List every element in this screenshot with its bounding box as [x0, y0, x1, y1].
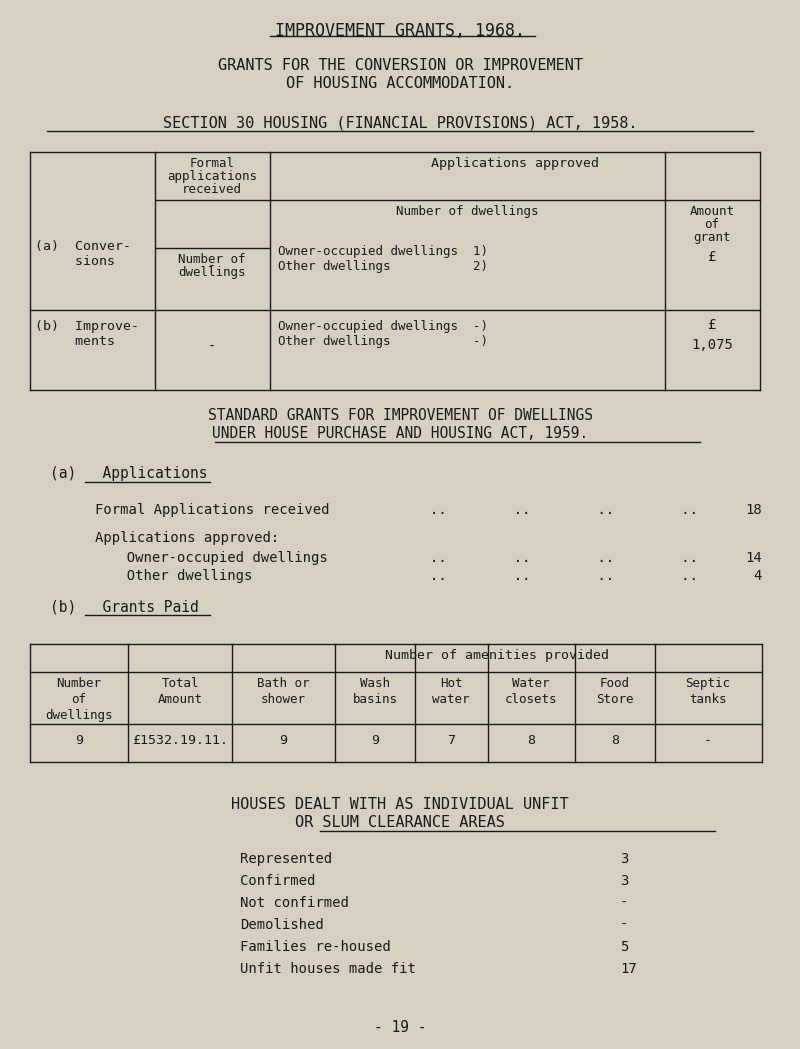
Text: Bath or: Bath or: [257, 677, 310, 690]
Text: Store: Store: [596, 693, 634, 706]
Text: closets: closets: [505, 693, 558, 706]
Text: GRANTS FOR THE CONVERSION OR IMPROVEMENT: GRANTS FOR THE CONVERSION OR IMPROVEMENT: [218, 58, 582, 73]
Text: 17: 17: [620, 962, 637, 976]
Text: Families re-housed: Families re-housed: [240, 940, 390, 954]
Text: 1,075: 1,075: [691, 338, 733, 352]
Text: -: -: [620, 918, 628, 932]
Text: dwellings: dwellings: [46, 709, 113, 722]
Text: Applications approved:: Applications approved:: [95, 531, 279, 545]
Text: ..        ..        ..        ..: .. .. .. ..: [430, 504, 698, 517]
Text: 14: 14: [746, 551, 762, 565]
Text: 18: 18: [746, 504, 762, 517]
Text: (b)   Grants Paid: (b) Grants Paid: [50, 599, 198, 614]
Text: shower: shower: [261, 693, 306, 706]
Text: -: -: [208, 340, 216, 354]
Text: Formal Applications received: Formal Applications received: [95, 504, 330, 517]
Text: HOUSES DEALT WITH AS INDIVIDUAL UNFIT: HOUSES DEALT WITH AS INDIVIDUAL UNFIT: [231, 797, 569, 812]
Text: 4: 4: [754, 569, 762, 583]
Text: Owner-occupied dwellings  1): Owner-occupied dwellings 1): [278, 245, 488, 258]
Text: IMPROVEMENT GRANTS, 1968.: IMPROVEMENT GRANTS, 1968.: [275, 22, 525, 40]
Text: STANDARD GRANTS FOR IMPROVEMENT OF DWELLINGS: STANDARD GRANTS FOR IMPROVEMENT OF DWELL…: [207, 408, 593, 423]
Text: grant: grant: [694, 231, 730, 244]
Text: received: received: [182, 183, 242, 196]
Text: (a)  Conver-: (a) Conver-: [35, 240, 131, 253]
Text: 8: 8: [527, 734, 535, 747]
Text: £1532.19.11.: £1532.19.11.: [132, 734, 228, 747]
Text: Demolished: Demolished: [240, 918, 324, 932]
Text: (a)   Applications: (a) Applications: [50, 466, 207, 481]
Text: SECTION 30 HOUSING (FINANCIAL PROVISIONS) ACT, 1958.: SECTION 30 HOUSING (FINANCIAL PROVISIONS…: [162, 115, 638, 130]
Text: Total: Total: [162, 677, 198, 690]
Text: Other dwellings           2): Other dwellings 2): [278, 260, 488, 273]
Text: applications: applications: [167, 170, 257, 183]
Text: Food: Food: [600, 677, 630, 690]
Text: Formal: Formal: [190, 157, 234, 170]
Text: 5: 5: [620, 940, 628, 954]
Text: Represented: Represented: [240, 852, 332, 866]
Text: of: of: [71, 693, 86, 706]
Text: tanks: tanks: [690, 693, 726, 706]
Text: Applications approved: Applications approved: [431, 157, 599, 170]
Text: 9: 9: [75, 734, 83, 747]
Text: Not confirmed: Not confirmed: [240, 896, 349, 909]
Text: OR SLUM CLEARANCE AREAS: OR SLUM CLEARANCE AREAS: [295, 815, 505, 830]
Text: Owner-occupied dwellings: Owner-occupied dwellings: [110, 551, 328, 565]
Text: Amount: Amount: [690, 205, 734, 218]
Text: Wash: Wash: [360, 677, 390, 690]
Text: ..        ..        ..        ..: .. .. .. ..: [430, 569, 698, 583]
Text: £: £: [708, 318, 716, 331]
Text: Septic: Septic: [686, 677, 730, 690]
Text: OF HOUSING ACCOMMODATION.: OF HOUSING ACCOMMODATION.: [286, 76, 514, 91]
Text: Owner-occupied dwellings  -): Owner-occupied dwellings -): [278, 320, 488, 333]
Text: £: £: [708, 250, 716, 264]
Text: 7: 7: [447, 734, 455, 747]
Text: Unfit houses made fit: Unfit houses made fit: [240, 962, 416, 976]
Text: 9: 9: [279, 734, 287, 747]
Text: 8: 8: [611, 734, 619, 747]
Text: Number of dwellings: Number of dwellings: [396, 205, 538, 218]
Text: -: -: [704, 734, 712, 747]
Text: Confirmed: Confirmed: [240, 874, 315, 889]
Text: Amount: Amount: [158, 693, 202, 706]
Text: 9: 9: [371, 734, 379, 747]
Text: Other dwellings: Other dwellings: [110, 569, 252, 583]
Text: Other dwellings           -): Other dwellings -): [278, 335, 488, 348]
Text: -: -: [620, 896, 628, 909]
Text: 3: 3: [620, 874, 628, 889]
Text: of: of: [705, 218, 719, 231]
Text: UNDER HOUSE PURCHASE AND HOUSING ACT, 1959.: UNDER HOUSE PURCHASE AND HOUSING ACT, 19…: [212, 426, 588, 441]
Text: Number of amenities provided: Number of amenities provided: [385, 649, 609, 662]
Text: (b)  Improve-: (b) Improve-: [35, 320, 139, 333]
Text: Number of: Number of: [178, 253, 246, 266]
Text: ..        ..        ..        ..: .. .. .. ..: [430, 551, 698, 565]
Text: Hot: Hot: [440, 677, 462, 690]
Text: 3: 3: [620, 852, 628, 866]
Text: - 19 -: - 19 -: [374, 1020, 426, 1035]
Text: water: water: [432, 693, 470, 706]
Text: dwellings: dwellings: [178, 266, 246, 279]
Text: sions: sions: [35, 255, 115, 267]
Text: Water: Water: [512, 677, 550, 690]
Text: Number: Number: [57, 677, 102, 690]
Text: ments: ments: [35, 335, 115, 348]
Text: -: -: [208, 260, 216, 274]
Text: basins: basins: [353, 693, 398, 706]
